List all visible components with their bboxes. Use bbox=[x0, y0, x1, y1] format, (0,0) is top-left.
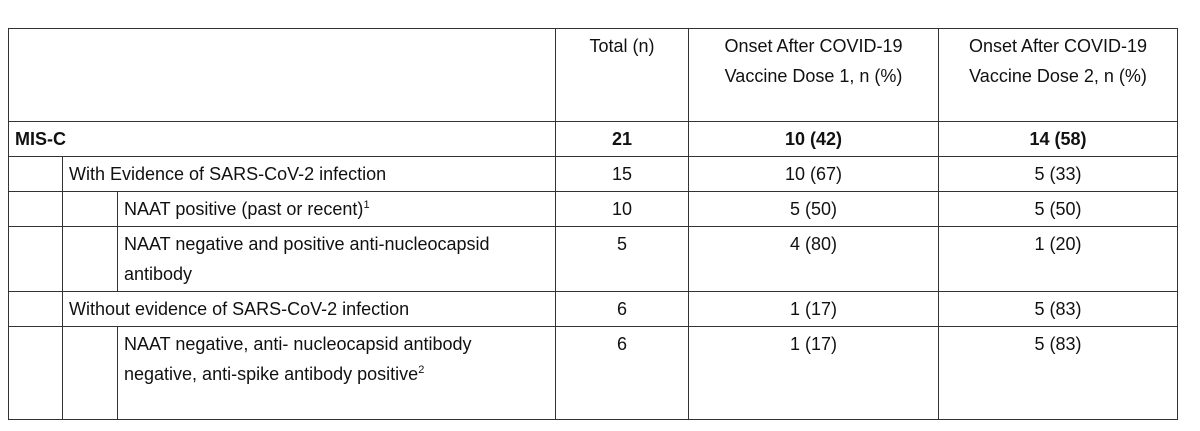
dose1-cell: 10 (67) bbox=[688, 156, 940, 192]
total-cell: 10 bbox=[555, 191, 690, 227]
header-row: Total (n) Onset After COVID-19 Vaccine D… bbox=[7, 28, 1179, 122]
dose2-cell: 5 (83) bbox=[938, 326, 1179, 420]
header-cell: Onset After COVID-19 Vaccine Dose 2, n (… bbox=[938, 28, 1179, 122]
indent-cell bbox=[8, 156, 63, 192]
indent-cell bbox=[62, 191, 118, 227]
row: NAAT negative, anti- nucleocapsid antibo… bbox=[8, 326, 1179, 420]
row-label: NAAT negative, anti- nucleocapsid antibo… bbox=[124, 334, 472, 384]
total-cell: 21 bbox=[555, 121, 690, 157]
header-cell: Onset After COVID-19 Vaccine Dose 1, n (… bbox=[688, 28, 940, 122]
dose2-cell: 14 (58) bbox=[938, 121, 1179, 157]
indent-cell bbox=[62, 226, 118, 292]
header-cell: Total (n) bbox=[555, 28, 690, 122]
row-label: NAAT positive (past or recent) bbox=[124, 199, 364, 219]
indent-cell bbox=[8, 326, 63, 420]
dose1-cell: 1 (17) bbox=[688, 291, 940, 327]
header-cell bbox=[7, 28, 557, 122]
row: NAAT positive (past or recent)1 10 5 (50… bbox=[8, 191, 1179, 227]
dose2-cell: 1 (20) bbox=[938, 226, 1179, 292]
indent-cell bbox=[8, 226, 63, 292]
row-label-cell: NAAT negative, anti- nucleocapsid antibo… bbox=[116, 326, 557, 420]
data-table: Total (n) Onset After COVID-19 Vaccine D… bbox=[7, 28, 1179, 420]
dose1-cell: 5 (50) bbox=[688, 191, 940, 227]
row: MIS-C 21 10 (42) 14 (58) bbox=[7, 121, 1179, 157]
row: Without evidence of SARS-CoV-2 infection… bbox=[8, 291, 1179, 327]
dose1-cell: 10 (42) bbox=[688, 121, 940, 157]
row-label: Without evidence of SARS-CoV-2 infection bbox=[61, 291, 557, 327]
indent-cell bbox=[8, 191, 63, 227]
total-cell: 6 bbox=[555, 291, 690, 327]
dose1-cell: 1 (17) bbox=[688, 326, 940, 420]
indent-cell bbox=[8, 291, 63, 327]
dose2-cell: 5 (50) bbox=[938, 191, 1179, 227]
footnote-mark: 2 bbox=[418, 364, 425, 376]
footnote-mark: 1 bbox=[363, 199, 370, 211]
dose2-cell: 5 (33) bbox=[938, 156, 1179, 192]
total-cell: 6 bbox=[555, 326, 690, 420]
dose2-cell: 5 (83) bbox=[938, 291, 1179, 327]
total-cell: 5 bbox=[555, 226, 690, 292]
row-label: MIS-C bbox=[7, 121, 557, 157]
dose1-cell: 4 (80) bbox=[688, 226, 940, 292]
indent-cell bbox=[62, 326, 118, 420]
row-label: NAAT negative and positive anti-nucleoca… bbox=[116, 226, 557, 292]
total-cell: 15 bbox=[555, 156, 690, 192]
row-label: With Evidence of SARS-CoV-2 infection bbox=[61, 156, 557, 192]
row: With Evidence of SARS-CoV-2 infection 15… bbox=[8, 156, 1179, 192]
row-label-cell: NAAT positive (past or recent)1 bbox=[116, 191, 557, 227]
row: NAAT negative and positive anti-nucleoca… bbox=[8, 226, 1179, 292]
